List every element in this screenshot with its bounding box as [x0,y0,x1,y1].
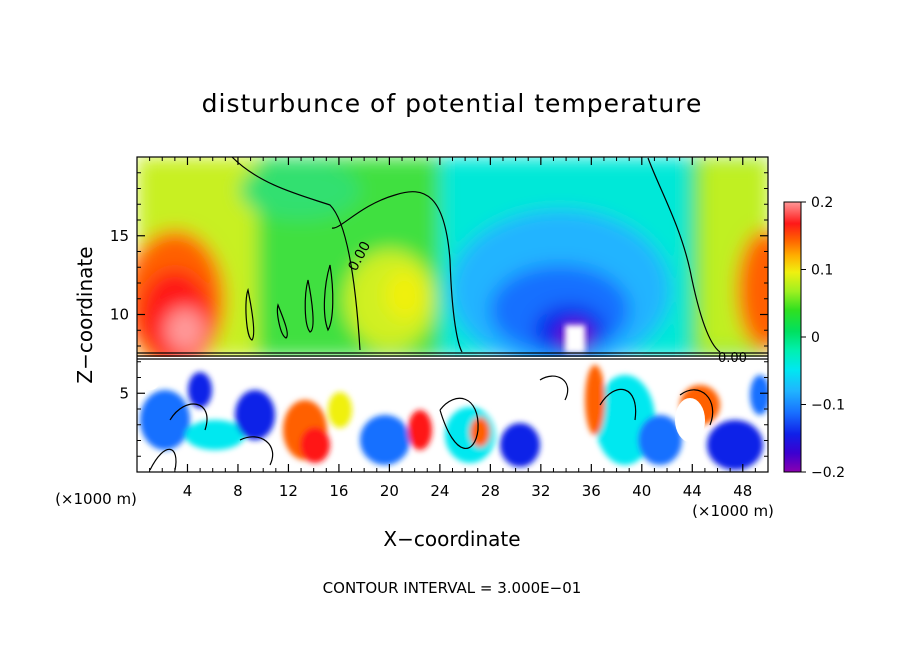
colorbar-tick-label: −0.1 [811,398,845,414]
x-axis-label: X−coordinate [383,527,520,551]
x-tick-label: 20 [380,482,399,500]
contour-label: 0.00 [718,351,747,366]
contour-lines [137,157,768,471]
colorbar-tick-label: 0.1 [811,263,833,279]
y-axis-label: Z−coordinate [73,246,97,383]
x-tick-label: 32 [531,482,550,500]
x-tick-label: 8 [233,482,243,500]
colorbar-tick-label: 0 [811,330,820,346]
x-tick-label: 4 [183,482,193,500]
colorbar [783,201,802,473]
x-tick-label: 16 [329,482,348,500]
x-tick-label: 48 [733,482,752,500]
x-tick-label: 40 [632,482,651,500]
colorbar-ticks: 0.2 0.1 0 −0.1 −0.2 [801,195,845,481]
chart-title: disturbunce of potential temperature [202,89,703,118]
x-tick-label: 36 [582,482,601,500]
x-tick-label: 44 [683,482,702,500]
contour-interval-note: CONTOUR INTERVAL = 3.000E−01 [323,579,582,597]
colorbar-tick-label: 0.2 [811,195,833,211]
heatmap-field [137,157,768,472]
x-tick-label: 28 [481,482,500,500]
y-tick-label: 5 [119,384,129,402]
x-tick-label: 12 [279,482,298,500]
x-unit-label-right: (×1000 m) [692,502,774,520]
x-unit-label: (×1000 m) [55,490,137,508]
x-tick-label: 24 [430,482,449,500]
y-tick-label: 10 [110,306,129,324]
y-tick-label: 15 [110,227,129,245]
colorbar-tick-label: −0.2 [811,465,845,481]
